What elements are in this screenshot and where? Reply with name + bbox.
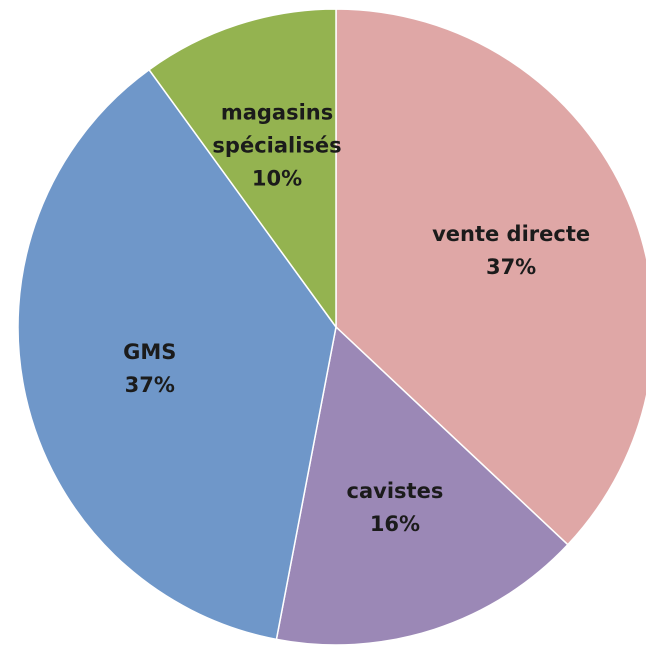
slice-label: GMS 37% xyxy=(123,336,176,402)
value-label: 37% xyxy=(485,255,537,280)
value-label: 10% xyxy=(251,166,303,191)
category-label: cavistes xyxy=(346,479,444,504)
pie-slice xyxy=(148,8,337,330)
category-label: vente directe xyxy=(432,222,591,247)
category-label: GMS xyxy=(123,339,177,364)
slice-label: cavistes 16% xyxy=(347,475,444,541)
pie-slice xyxy=(335,8,646,546)
slice-label: magasins spécialisés 10% xyxy=(212,96,341,195)
pie-slice xyxy=(17,68,337,641)
category-label: magasins spécialisés xyxy=(212,100,342,158)
pie-slice xyxy=(275,325,569,646)
value-label: 16% xyxy=(369,512,421,537)
slice-label: vente directe 37% xyxy=(432,218,590,284)
value-label: 37% xyxy=(124,372,175,397)
